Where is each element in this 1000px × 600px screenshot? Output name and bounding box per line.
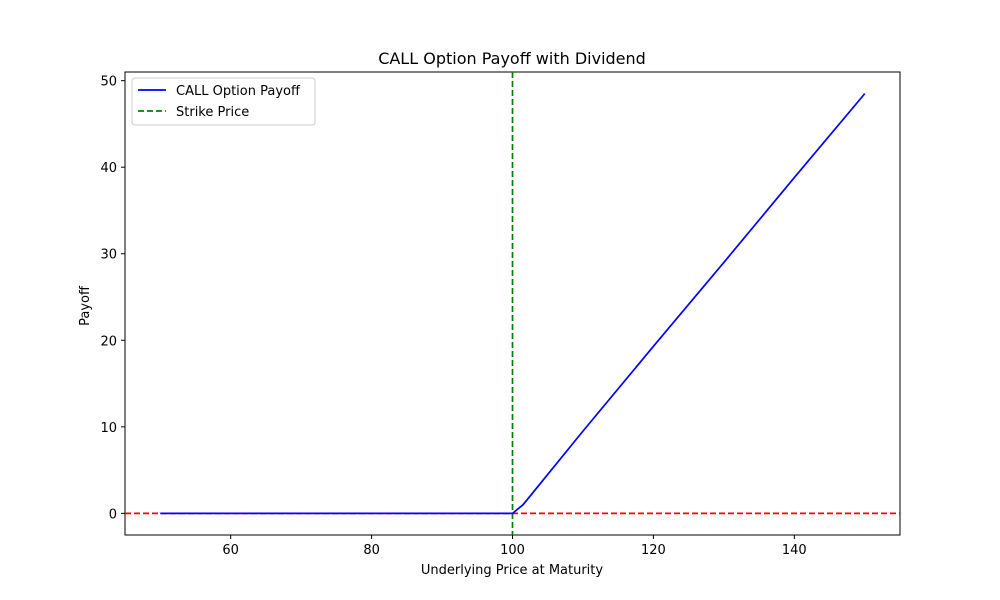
legend: CALL Option Payoff Strike Price: [131, 77, 316, 126]
x-tick-label: 140: [782, 543, 807, 558]
y-tick-label: 0: [109, 507, 117, 522]
y-axis: 0 10 20 30 40 50: [100, 75, 125, 522]
x-axis: 60 80 100 120 140: [222, 535, 807, 558]
y-tick-label: 20: [100, 334, 117, 349]
y-axis-label: Payoff: [78, 285, 93, 326]
y-tick-label: 50: [100, 75, 117, 90]
x-tick-label: 100: [500, 543, 525, 558]
legend-label-strike: Strike Price: [176, 105, 249, 120]
x-tick-label: 120: [641, 543, 666, 558]
x-axis-label: Underlying Price at Maturity: [421, 563, 604, 578]
series-line-payoff: [160, 93, 866, 515]
chart-title: CALL Option Payoff with Dividend: [378, 49, 646, 68]
y-tick-label: 40: [100, 161, 117, 176]
legend-frame: [131, 77, 316, 126]
legend-label-payoff: CALL Option Payoff: [176, 84, 301, 99]
plot-area: [124, 71, 901, 536]
y-tick-label: 10: [100, 421, 117, 436]
axes-frame: [124, 71, 901, 536]
y-tick-label: 30: [100, 248, 117, 263]
x-tick-label: 60: [222, 543, 239, 558]
x-tick-label: 80: [363, 543, 380, 558]
